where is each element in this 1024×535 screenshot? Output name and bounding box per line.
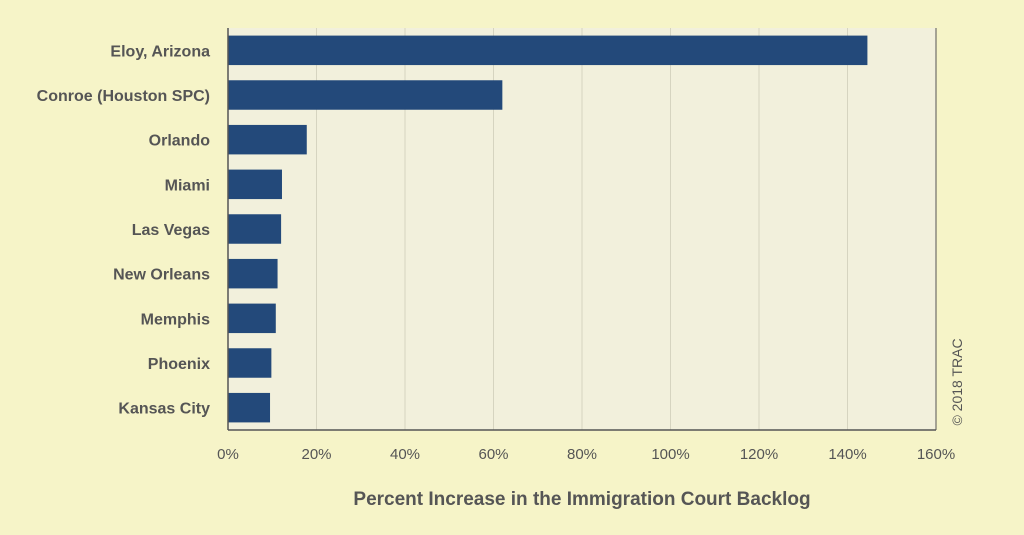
bar	[228, 303, 276, 334]
x-tick-label: 0%	[217, 446, 239, 463]
bar	[228, 35, 868, 66]
category-labels: Eloy, Arizona Conroe (Houston SPC) Orlando…	[37, 43, 211, 417]
category-label: Kansas City	[118, 401, 210, 418]
bars	[228, 35, 868, 423]
category-label: Miami	[165, 177, 210, 194]
x-tick-label: 80%	[567, 446, 597, 463]
bar	[228, 214, 282, 244]
x-tick-label: 140%	[828, 446, 866, 463]
category-label: Conroe (Houston SPC)	[37, 88, 210, 105]
copyright-credit: © 2018 TRAC	[949, 338, 965, 425]
x-axis-label: Percent Increase in the Immigration Cour…	[353, 489, 810, 510]
bar	[228, 258, 278, 289]
category-label: Phoenix	[148, 356, 210, 373]
bar	[228, 348, 272, 378]
bar	[228, 392, 271, 423]
x-tick-label: 20%	[301, 446, 331, 463]
bar	[228, 169, 282, 200]
category-label: Memphis	[141, 311, 210, 328]
category-label: Las Vegas	[132, 222, 210, 239]
x-tick-label: 100%	[651, 446, 689, 463]
x-tick-label: 160%	[917, 446, 955, 463]
category-label: Eloy, Arizona	[110, 43, 210, 60]
bar	[228, 80, 503, 110]
category-label: Orlando	[149, 133, 211, 150]
x-tick-labels: 0% 20% 40% 60% 80% 100% 120% 140% 160%	[217, 446, 955, 463]
x-tick-label: 120%	[740, 446, 778, 463]
x-tick-label: 40%	[390, 446, 420, 463]
x-tick-label: 60%	[478, 446, 508, 463]
category-label: New Orleans	[113, 267, 210, 284]
bar	[228, 124, 307, 155]
